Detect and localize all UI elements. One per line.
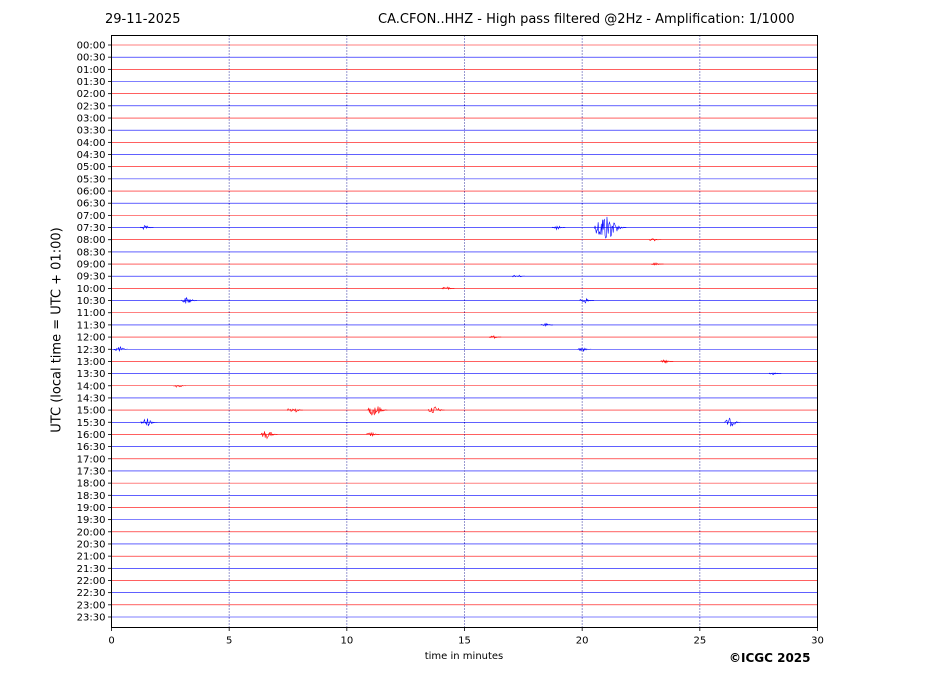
y-tick-label: 10:00	[77, 284, 106, 295]
event-burst	[512, 274, 525, 278]
event-burst	[594, 216, 627, 239]
y-tick-label: 16:00	[77, 430, 106, 441]
y-tick-label: 07:30	[77, 223, 106, 234]
x-tick-label: 15	[458, 636, 471, 647]
event-layer	[113, 216, 782, 440]
x-tick-label: 0	[108, 636, 114, 647]
y-tick-label: 12:00	[77, 333, 106, 344]
y-tick-label: 01:30	[77, 77, 106, 88]
y-tick-label: 04:30	[77, 150, 106, 161]
event-burst	[724, 417, 742, 427]
y-tick-label: 15:00	[77, 406, 106, 417]
y-tick-label: 00:30	[77, 53, 106, 64]
x-tick-label: 25	[693, 636, 706, 647]
event-burst	[577, 347, 592, 353]
event-burst	[660, 359, 674, 364]
y-tick-label: 13:00	[77, 357, 106, 368]
y-tick-label: 20:30	[77, 539, 106, 550]
event-burst	[173, 384, 187, 388]
y-tick-label: 11:00	[77, 308, 106, 319]
y-tick-label: 00:00	[77, 41, 106, 52]
y-tick-label: 17:00	[77, 454, 106, 465]
x-tick-label: 30	[811, 636, 824, 647]
event-burst	[648, 238, 662, 242]
event-burst	[427, 406, 445, 414]
y-tick-label: 14:30	[77, 393, 106, 404]
x-tick-label: 5	[226, 636, 232, 647]
event-burst	[441, 286, 455, 291]
y-tick-label: 22:30	[77, 588, 106, 599]
x-tick-label: 20	[576, 636, 589, 647]
y-tick-label: 08:30	[77, 247, 106, 258]
y-tick-label: 03:30	[77, 126, 106, 137]
event-burst	[287, 408, 303, 413]
event-burst	[488, 334, 502, 340]
x-axis-label: time in minutes	[424, 651, 504, 662]
date-label: 29-11-2025	[105, 12, 181, 27]
x-tick-layer: 0 5 10 15 20 25 30	[108, 627, 824, 647]
y-tick-label: 12:30	[77, 345, 106, 356]
x-tick-label: 10	[340, 636, 353, 647]
y-tick-label: 18:30	[77, 491, 106, 502]
y-tick-label: 02:30	[77, 101, 106, 112]
y-tick-label: 17:30	[77, 466, 106, 477]
event-burst	[367, 406, 388, 416]
grid-layer	[228, 35, 701, 628]
y-tick-label: 08:00	[77, 235, 106, 246]
event-burst	[366, 431, 380, 437]
event-burst	[113, 345, 129, 352]
y-tick-label: 23:00	[77, 600, 106, 611]
chart-title: CA.CFON..HHZ - High pass filtered @2Hz -…	[378, 12, 795, 27]
y-tick-label: 01:00	[77, 65, 106, 76]
event-burst	[768, 372, 782, 376]
event-burst	[579, 297, 595, 304]
event-burst	[139, 224, 154, 231]
y-tick-label: 22:00	[77, 576, 106, 587]
y-tick-label: 11:30	[77, 320, 106, 331]
event-burst	[540, 322, 553, 327]
event-burst	[181, 296, 197, 304]
y-tick-label: 20:00	[77, 527, 106, 538]
y-tick-label: 21:00	[77, 552, 106, 563]
y-tick-label: 06:00	[77, 187, 106, 198]
y-tick-label: 02:00	[77, 89, 106, 100]
y-tick-label: 19:00	[77, 503, 106, 514]
y-tick-label: 23:30	[77, 612, 106, 623]
y-tick-label: 06:30	[77, 199, 106, 210]
y-tick-label: 14:00	[77, 381, 106, 392]
event-burst	[551, 225, 566, 231]
y-tick-label: 15:30	[77, 418, 106, 429]
y-tick-label: 03:00	[77, 114, 106, 125]
y-tick-label: 09:30	[77, 272, 106, 283]
y-tick-label: 18:00	[77, 479, 106, 490]
copyright-label: ©ICGC 2025	[729, 651, 811, 665]
y-tick-label: 09:00	[77, 260, 106, 271]
y-tick-label: 19:30	[77, 515, 106, 526]
y-tick-label: 05:30	[77, 174, 106, 185]
plot-frame	[111, 35, 818, 628]
y-tick-label: 10:30	[77, 296, 106, 307]
y-tick-label: 04:00	[77, 138, 106, 149]
y-tick-label: 07:00	[77, 211, 106, 222]
y-tick-label: 21:30	[77, 564, 106, 575]
event-burst	[140, 418, 158, 427]
event-burst	[651, 262, 664, 266]
y-tick-label: 16:30	[77, 442, 106, 453]
y-tick-label: 13:30	[77, 369, 106, 380]
event-burst	[260, 431, 278, 440]
y-tick-label: 05:00	[77, 162, 106, 173]
